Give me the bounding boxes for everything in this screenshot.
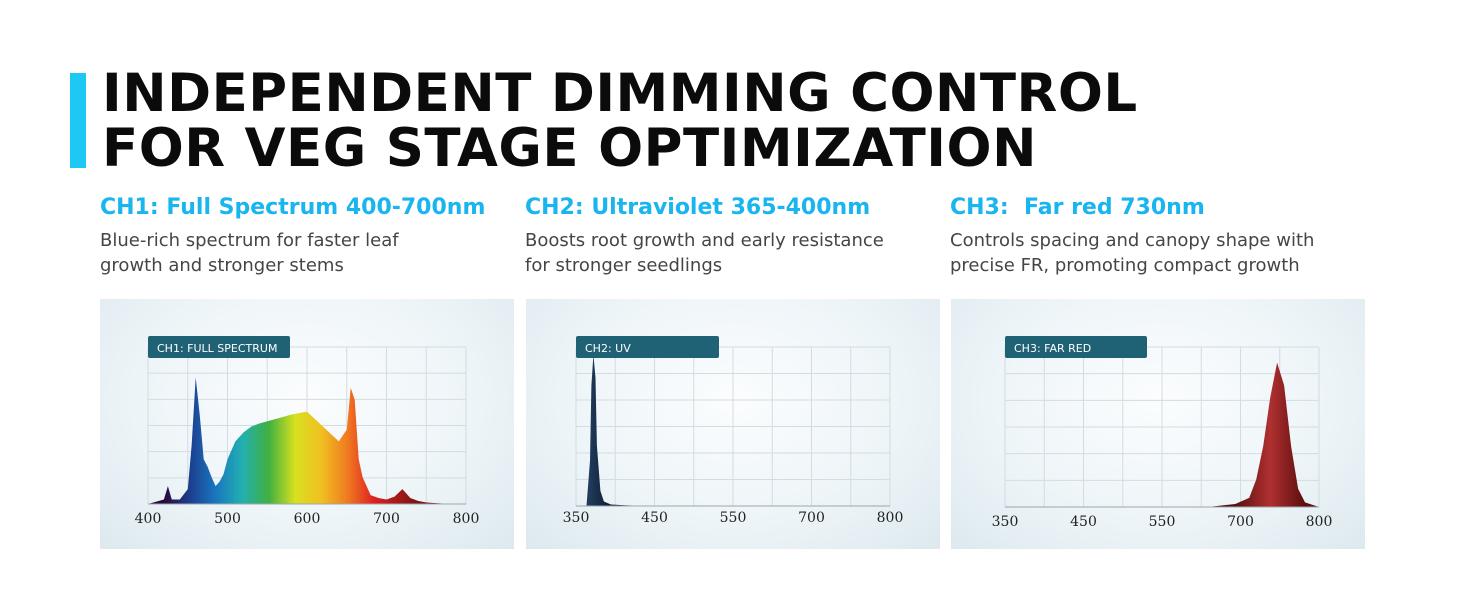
ch3-spectrum-chart: CH3: FAR RED 350 450 550 700 800 (992, 336, 1333, 530)
ch2-x-tick-label: 550 (720, 510, 747, 526)
ch3-desc-line-1: Controls spacing and canopy shape with (950, 230, 1315, 251)
ch2-chart-tag-text: CH2: UV (585, 342, 631, 355)
ch1-x-tick-label: 800 (453, 511, 480, 527)
ch2-desc-line-1: Boosts root growth and early resistance (525, 230, 884, 251)
ch1-description: Blue-rich spectrum for faster leaf growt… (100, 228, 525, 278)
ch1-x-tick-label: 600 (294, 511, 321, 527)
ch2-spectrum-panel: CH2: UV 350 450 550 700 800 (526, 299, 940, 549)
ch2-grid (575, 346, 891, 507)
ch3-title: CH3: Far red 730nm (950, 195, 1205, 220)
ch3-spectrum-panel: CH3: FAR RED 350 450 550 700 800 (951, 299, 1365, 549)
page-title: INDEPENDENT DIMMING CONTROL FOR VEG STAG… (102, 66, 1138, 176)
ch3-x-tick-label: 550 (1149, 514, 1176, 530)
ch3-x-tick-label: 700 (1227, 514, 1254, 530)
ch2-title: CH2: Ultraviolet 365-400nm (525, 195, 871, 220)
ch1-spectrum-chart: CH1: FULL SPECTRUM 400 500 600 700 800 (135, 336, 480, 527)
ch1-spectrum-area (148, 377, 466, 504)
ch3-description: Controls spacing and canopy shape with p… (950, 228, 1375, 278)
ch1-title: CH1: Full Spectrum 400-700nm (100, 195, 486, 220)
ch1-chart-tag: CH1: FULL SPECTRUM (148, 336, 290, 358)
ch1-x-tick-label: 500 (214, 511, 241, 527)
channel-ch3-column: CH3: Far red 730nm Controls spacing and … (950, 192, 1375, 278)
ch3-x-tick-label: 800 (1306, 514, 1333, 530)
ch2-chart-tag: CH2: UV (576, 336, 719, 358)
ch2-x-tick-label: 700 (798, 510, 825, 526)
ch2-desc-line-2: for stronger seedlings (525, 255, 723, 276)
ch3-spectrum-area (1005, 362, 1319, 507)
ch1-spectrum-panel: CH1: FULL SPECTRUM 400 500 600 700 800 (100, 299, 514, 549)
channel-ch1-column: CH1: Full Spectrum 400-700nm Blue-rich s… (100, 192, 525, 278)
ch2-spectrum-chart: CH2: UV 350 450 550 700 800 (563, 336, 904, 526)
ch1-chart-tag-text: CH1: FULL SPECTRUM (157, 342, 277, 355)
ch2-x-tick-label: 800 (877, 510, 904, 526)
title-line-2: FOR VEG STAGE OPTIMIZATION (102, 118, 1037, 179)
ch1-desc-line-2: growth and stronger stems (100, 255, 344, 276)
ch3-x-tick-label: 450 (1070, 514, 1097, 530)
ch2-x-tick-label: 450 (641, 510, 668, 526)
ch3-x-tick-label: 350 (992, 514, 1019, 530)
headline-accent-bar (70, 73, 86, 168)
title-line-1: INDEPENDENT DIMMING CONTROL (102, 63, 1138, 124)
ch2-x-tick-label: 350 (563, 510, 590, 526)
ch3-chart-tag-text: CH3: FAR RED (1014, 342, 1091, 355)
ch1-x-tick-label: 700 (373, 511, 400, 527)
ch3-desc-line-2: precise FR, promoting compact growth (950, 255, 1300, 276)
ch1-x-tick-label: 400 (135, 511, 162, 527)
channel-ch2-column: CH2: Ultraviolet 365-400nm Boosts root g… (525, 192, 950, 278)
ch1-desc-line-1: Blue-rich spectrum for faster leaf (100, 230, 399, 251)
ch3-chart-tag: CH3: FAR RED (1005, 336, 1147, 358)
ch2-description: Boosts root growth and early resistance … (525, 228, 950, 278)
